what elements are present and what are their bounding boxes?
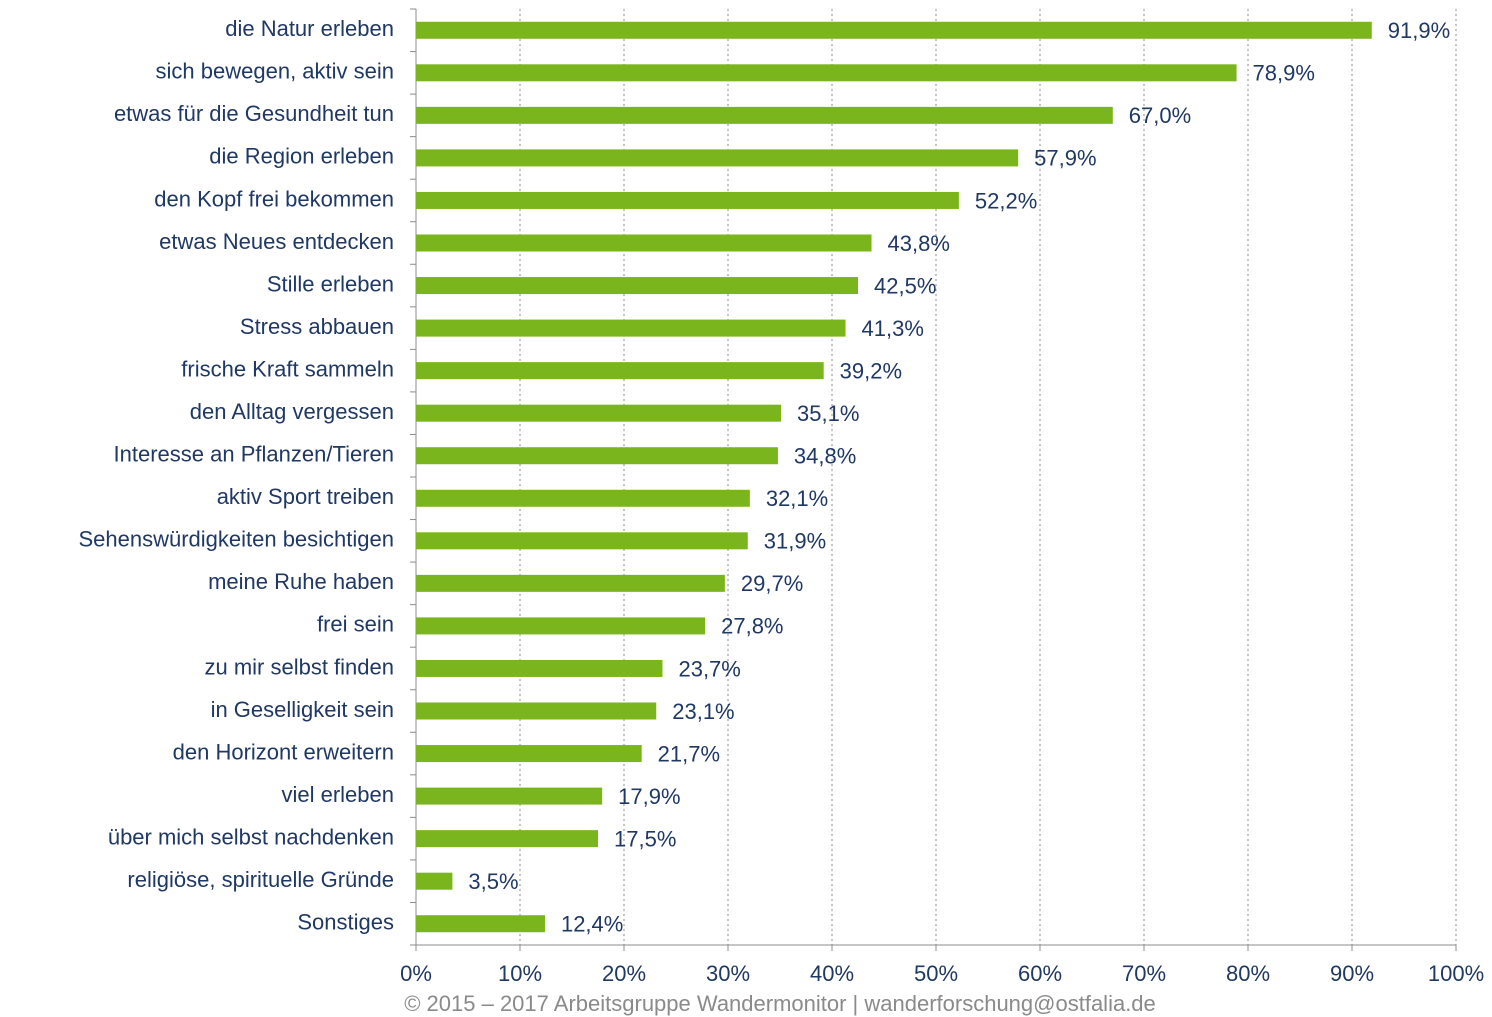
bar: [416, 191, 959, 209]
value-label: 3,5%: [468, 869, 518, 894]
value-label: 23,7%: [678, 656, 740, 681]
bar: [416, 64, 1237, 82]
value-label: 39,2%: [840, 358, 902, 383]
bar: [416, 659, 663, 677]
y-tick-label: etwas für die Gesundheit tun: [114, 101, 394, 126]
y-tick-label: zu mir selbst finden: [204, 654, 394, 679]
y-tick-label: die Natur erleben: [225, 16, 394, 41]
value-label: 52,2%: [975, 188, 1037, 213]
bar: [416, 362, 824, 380]
x-tick-label: 50%: [914, 961, 958, 986]
x-tick-label: 90%: [1330, 961, 1374, 986]
bar: [416, 574, 725, 592]
value-label: 67,0%: [1129, 103, 1191, 128]
x-tick-label: 100%: [1428, 961, 1484, 986]
bar: [416, 532, 748, 550]
bar: [416, 149, 1019, 167]
bar: [416, 404, 782, 422]
value-label: 27,8%: [721, 614, 783, 639]
bar: [416, 234, 872, 252]
y-tick-label: Sonstiges: [297, 910, 394, 935]
x-tick-label: 10%: [498, 961, 542, 986]
bar: [416, 447, 778, 465]
value-label: 78,9%: [1253, 61, 1315, 86]
y-tick-label: Stille erleben: [267, 271, 394, 296]
bar: [416, 319, 846, 337]
y-tick-label: frei sein: [317, 612, 394, 637]
bar: [416, 21, 1372, 39]
value-label: 12,4%: [561, 912, 623, 937]
y-tick-label: in Geselligkeit sein: [211, 697, 394, 722]
value-label: 34,8%: [794, 444, 856, 469]
bar: [416, 106, 1113, 124]
y-tick-label: viel erleben: [281, 782, 394, 807]
x-tick-label: 0%: [400, 961, 432, 986]
value-label: 91,9%: [1388, 18, 1450, 43]
value-label: 17,5%: [614, 826, 676, 851]
value-label: 42,5%: [874, 273, 936, 298]
value-label: 21,7%: [658, 741, 720, 766]
x-tick-label: 60%: [1018, 961, 1062, 986]
y-tick-label: den Alltag vergessen: [190, 399, 394, 424]
y-tick-label: sich bewegen, aktiv sein: [156, 59, 394, 84]
y-tick-label: den Kopf frei bekommen: [154, 186, 394, 211]
value-label: 29,7%: [741, 571, 803, 596]
bar: [416, 277, 858, 295]
bar: [416, 702, 657, 720]
y-tick-label: frische Kraft sammeln: [181, 356, 394, 381]
bar: [416, 915, 545, 933]
y-tick-label: aktiv Sport treiben: [217, 484, 394, 509]
y-tick-label: den Horizont erweitern: [173, 739, 394, 764]
y-tick-label: meine Ruhe haben: [208, 569, 394, 594]
value-label: 23,1%: [672, 699, 734, 724]
bar: [416, 787, 603, 805]
y-tick-label: Stress abbauen: [240, 314, 394, 339]
value-label: 17,9%: [618, 784, 680, 809]
x-tick-label: 80%: [1226, 961, 1270, 986]
bar: [416, 617, 706, 635]
bar: [416, 489, 750, 507]
y-tick-label: etwas Neues entdecken: [159, 229, 394, 254]
value-label: 41,3%: [862, 316, 924, 341]
y-tick-label: religiöse, spirituelle Gründe: [127, 867, 394, 892]
value-label: 35,1%: [797, 401, 859, 426]
x-tick-label: 30%: [706, 961, 750, 986]
value-label: 43,8%: [888, 231, 950, 256]
bar: [416, 872, 453, 890]
y-tick-label: Interesse an Pflanzen/Tieren: [114, 442, 394, 467]
value-label: 32,1%: [766, 486, 828, 511]
value-label: 31,9%: [764, 529, 826, 554]
y-tick-label: über mich selbst nachdenken: [108, 824, 394, 849]
y-tick-label: die Region erleben: [209, 144, 394, 169]
x-tick-label: 20%: [602, 961, 646, 986]
bar: [416, 830, 598, 848]
y-tick-label: Sehenswürdigkeiten besichtigen: [78, 527, 394, 552]
x-tick-label: 40%: [810, 961, 854, 986]
bar: [416, 745, 642, 763]
x-tick-label: 70%: [1122, 961, 1166, 986]
value-label: 57,9%: [1034, 146, 1096, 171]
footer: © 2015 – 2017 Arbeitsgruppe Wandermonito…: [404, 991, 1156, 1016]
